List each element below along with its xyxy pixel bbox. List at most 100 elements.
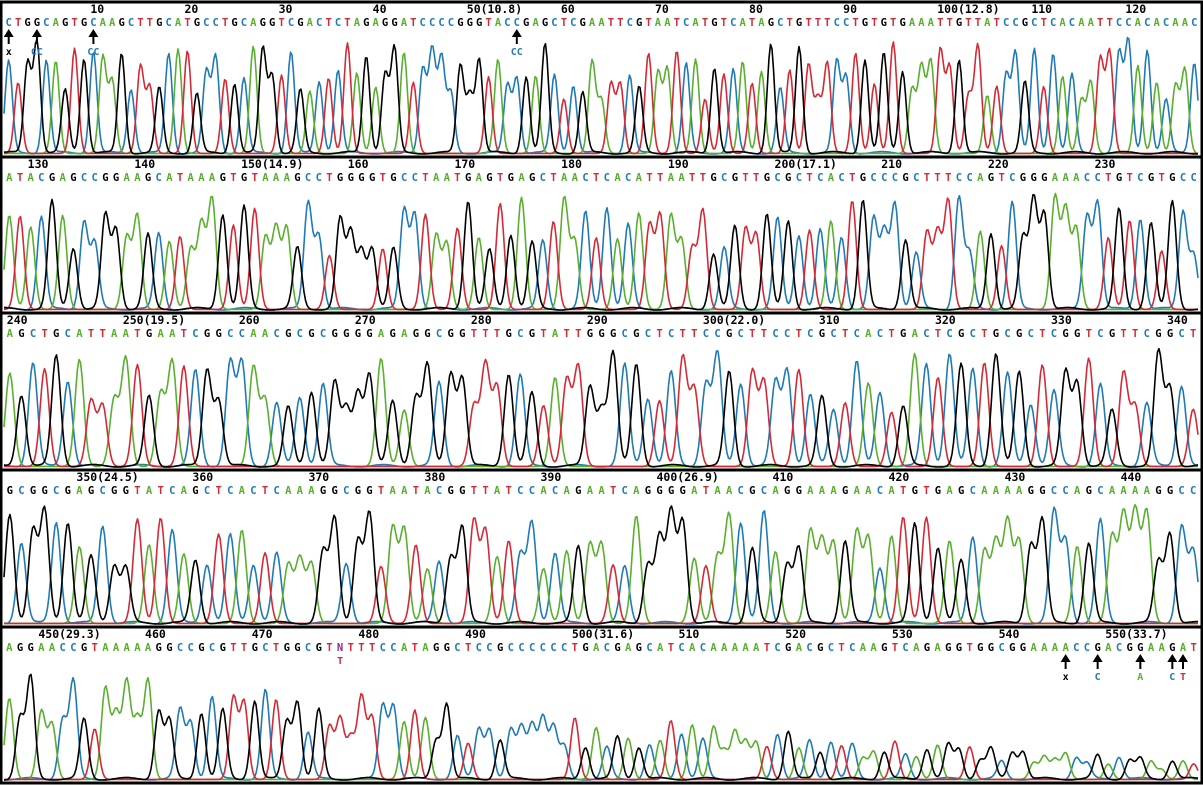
base-call: G [1016, 328, 1022, 340]
base-call: A [250, 17, 257, 29]
base-call: A [76, 328, 83, 340]
ruler-label: 70 [655, 2, 669, 16]
ruler-label: 540 [999, 627, 1020, 641]
trace-G [3, 505, 1198, 625]
base-call: T [497, 172, 503, 184]
base-call: G [1028, 485, 1034, 497]
base-call: C [297, 328, 303, 340]
base-call: G [726, 328, 732, 340]
base-call: C [92, 172, 98, 184]
base-call: T [358, 642, 364, 654]
base-call: G [1039, 485, 1045, 497]
base-call: A [1016, 485, 1023, 497]
base-call: C [412, 172, 418, 184]
base-call: C [622, 328, 628, 340]
base-call: T [157, 485, 163, 497]
base-call: T [890, 17, 896, 29]
base-call: G [433, 642, 439, 654]
base-call: G [902, 172, 908, 184]
base-call: T [41, 328, 47, 340]
base-call: G [935, 485, 941, 497]
annotation: CC [511, 29, 523, 58]
base-call: G [252, 642, 258, 654]
base-call: C [504, 17, 510, 29]
base-call: T [410, 17, 416, 29]
base-call: T [761, 328, 767, 340]
base-call: A [6, 642, 13, 654]
base-call: A [1078, 17, 1085, 29]
base-call: T [838, 642, 844, 654]
base-call: G [993, 328, 999, 340]
base-call: C [18, 485, 24, 497]
ruler-label: 400(26.9) [657, 470, 719, 484]
base-call: A [1105, 642, 1112, 654]
base-call: C [169, 485, 175, 497]
base-call: G [220, 642, 226, 654]
base-call: G [65, 485, 71, 497]
base-call: G [819, 328, 825, 340]
base-call: A [166, 172, 173, 184]
base-call: C [561, 642, 567, 654]
base-call: G [331, 328, 337, 340]
trace-G [4, 193, 1199, 311]
base-call: T [506, 485, 512, 497]
base-call: A [297, 485, 304, 497]
base-call: G [582, 642, 588, 654]
base-call: C [514, 17, 520, 29]
base-call: A [1120, 485, 1127, 497]
annotation-label: A [1137, 672, 1143, 683]
base-call: C [517, 485, 523, 497]
ruler-label: 320 [935, 313, 956, 327]
base-call: A [134, 172, 141, 184]
ruler-label: 550(33.7) [1105, 627, 1167, 641]
annotation-label: CC [31, 47, 43, 58]
base-call: G [900, 328, 906, 340]
annotation-arrow-head [1092, 654, 1103, 662]
base-call: T [796, 328, 802, 340]
base-call: C [1191, 17, 1197, 29]
base-call: G [542, 17, 548, 29]
base-call: C [518, 642, 524, 654]
ruler-label: 350(24.5) [76, 470, 138, 484]
annotation-label: CC [511, 47, 523, 58]
ruler-label: 230 [1095, 157, 1116, 171]
base-call: T [1120, 328, 1126, 340]
base-call: A [76, 485, 83, 497]
base-call: C [703, 328, 709, 340]
base-call: G [1020, 172, 1026, 184]
base-call: C [761, 485, 767, 497]
base-call: C [1144, 328, 1150, 340]
base-call: C [188, 642, 194, 654]
base-call: C [43, 17, 49, 29]
base-call: A [1132, 485, 1139, 497]
base-call: G [204, 328, 210, 340]
base-call: C [700, 642, 706, 654]
base-call: C [1191, 172, 1197, 184]
base-call: C [53, 485, 59, 497]
annotation: x [3, 29, 14, 58]
base-call: A [934, 642, 941, 654]
ruler-label: 290 [587, 313, 608, 327]
ruler-label: 20 [184, 2, 198, 16]
base-call: C [956, 172, 962, 184]
base-call: C [227, 485, 233, 497]
base-call: G [1062, 328, 1068, 340]
base-call: A [273, 172, 280, 184]
base-call: A [169, 328, 176, 340]
base-call: G [459, 485, 465, 497]
base-call: A [100, 17, 107, 29]
base-call: T [1126, 172, 1132, 184]
base-call: N [337, 642, 343, 654]
base-call: C [1097, 485, 1103, 497]
ruler-label: 60 [561, 2, 575, 16]
base-call: C [239, 328, 245, 340]
base-call: G [924, 642, 930, 654]
base-call: T [215, 485, 221, 497]
base-call: A [689, 642, 696, 654]
ruler-label: 460 [145, 627, 166, 641]
trace-A [4, 504, 1198, 625]
annotation: x [1060, 654, 1071, 683]
